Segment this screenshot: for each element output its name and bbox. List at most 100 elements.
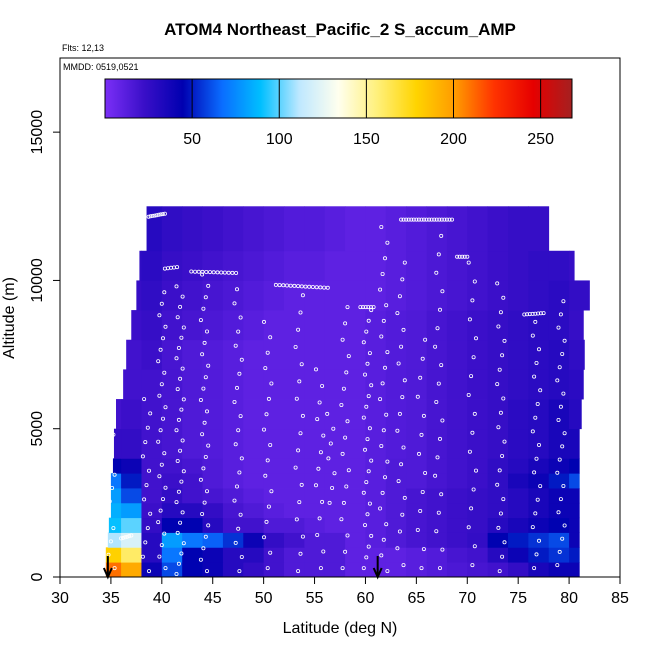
heatmap-cell [243, 473, 265, 489]
x-tick-label-7: 65 [407, 590, 425, 607]
heatmap-cell [324, 502, 346, 519]
x-tick-label-4: 50 [255, 590, 273, 607]
track-point [162, 211, 167, 216]
track-point [379, 553, 384, 558]
track-point [179, 407, 184, 412]
heatmap-cell [161, 250, 183, 281]
track-point [498, 410, 503, 415]
heatmap-cell [406, 532, 427, 548]
track-point [460, 254, 465, 259]
track-point [204, 409, 209, 414]
track-point [144, 483, 149, 488]
heatmap-cell [304, 250, 326, 281]
track-point [534, 552, 539, 557]
track-point [314, 285, 319, 290]
heatmap-cell [385, 473, 407, 489]
heatmap-cell [548, 310, 570, 341]
track-point [298, 551, 303, 556]
y-tick-label-1: 5000 [29, 411, 46, 447]
track-point [418, 508, 423, 513]
track-point [268, 442, 273, 447]
heatmap-cell [324, 250, 346, 281]
track-point [439, 233, 444, 238]
track-point [175, 530, 180, 535]
track-point [385, 240, 390, 245]
track-point [318, 285, 323, 290]
track-point [530, 311, 535, 316]
track-point [237, 371, 242, 376]
heatmap-cell [487, 280, 509, 311]
heatmap-cell [304, 458, 326, 474]
heatmap-cell [467, 280, 489, 311]
heatmap-cell [467, 339, 489, 370]
heatmap-cell [548, 399, 570, 430]
track-point [140, 554, 145, 559]
heatmap-cell [324, 310, 346, 341]
heatmap-cell [304, 562, 326, 577]
track-point [534, 456, 539, 461]
heatmap-cell [121, 473, 142, 489]
track-point [421, 413, 426, 418]
track-point [321, 549, 326, 554]
track-point [339, 517, 344, 522]
track-point [532, 566, 537, 571]
track-point [434, 270, 439, 275]
heatmap-cell [182, 488, 203, 504]
track-point [530, 429, 535, 434]
track-point [219, 270, 224, 275]
track-point [200, 512, 205, 517]
track-point [466, 260, 471, 265]
track-point [562, 523, 567, 528]
heatmap-cell [304, 488, 326, 504]
flight-track-points [105, 211, 567, 577]
heatmap-cell [508, 399, 529, 430]
heatmap-cell [365, 428, 387, 459]
x-tick-label-9: 75 [509, 590, 527, 607]
track-point [238, 414, 243, 419]
track-point [440, 418, 445, 423]
heatmap-cell [385, 547, 407, 563]
track-point [145, 425, 150, 430]
heatmap-cell [304, 280, 326, 311]
heatmap-cell [182, 547, 203, 563]
track-point [361, 566, 366, 571]
heatmap-cell [304, 473, 326, 489]
track-point [343, 321, 348, 326]
track-point [331, 426, 336, 431]
heatmap-cell [304, 310, 326, 341]
track-point [326, 456, 331, 461]
track-point [180, 510, 185, 515]
heatmap-cell [345, 473, 366, 489]
track-point [434, 217, 439, 222]
track-point [230, 270, 235, 275]
track-point [560, 351, 565, 356]
track-point [160, 336, 165, 341]
track-point [299, 482, 304, 487]
track-point [366, 394, 371, 399]
heatmap-cell [202, 428, 224, 459]
heatmap-cell [141, 458, 163, 474]
track-point [206, 283, 211, 288]
track-point [146, 468, 151, 473]
track-point [316, 466, 321, 471]
track-point [148, 214, 153, 219]
heatmap-cell [548, 339, 570, 370]
track-point [293, 465, 298, 470]
heatmap-cell [406, 502, 427, 519]
track-point [404, 217, 409, 222]
heatmap-cell [406, 250, 427, 281]
track-point [200, 352, 205, 357]
heatmap-cell [243, 532, 265, 548]
track-point [400, 277, 405, 282]
track-point [215, 270, 220, 275]
heatmap-cell [284, 502, 305, 519]
track-point [340, 337, 345, 342]
track-point [501, 497, 506, 502]
heatmap-cell [446, 562, 468, 577]
track-point [178, 448, 183, 453]
track-point [379, 443, 384, 448]
heatmap-cell [263, 339, 285, 370]
heatmap-cell [385, 488, 407, 504]
track-point [465, 254, 470, 259]
heatmap-cell [182, 502, 203, 519]
